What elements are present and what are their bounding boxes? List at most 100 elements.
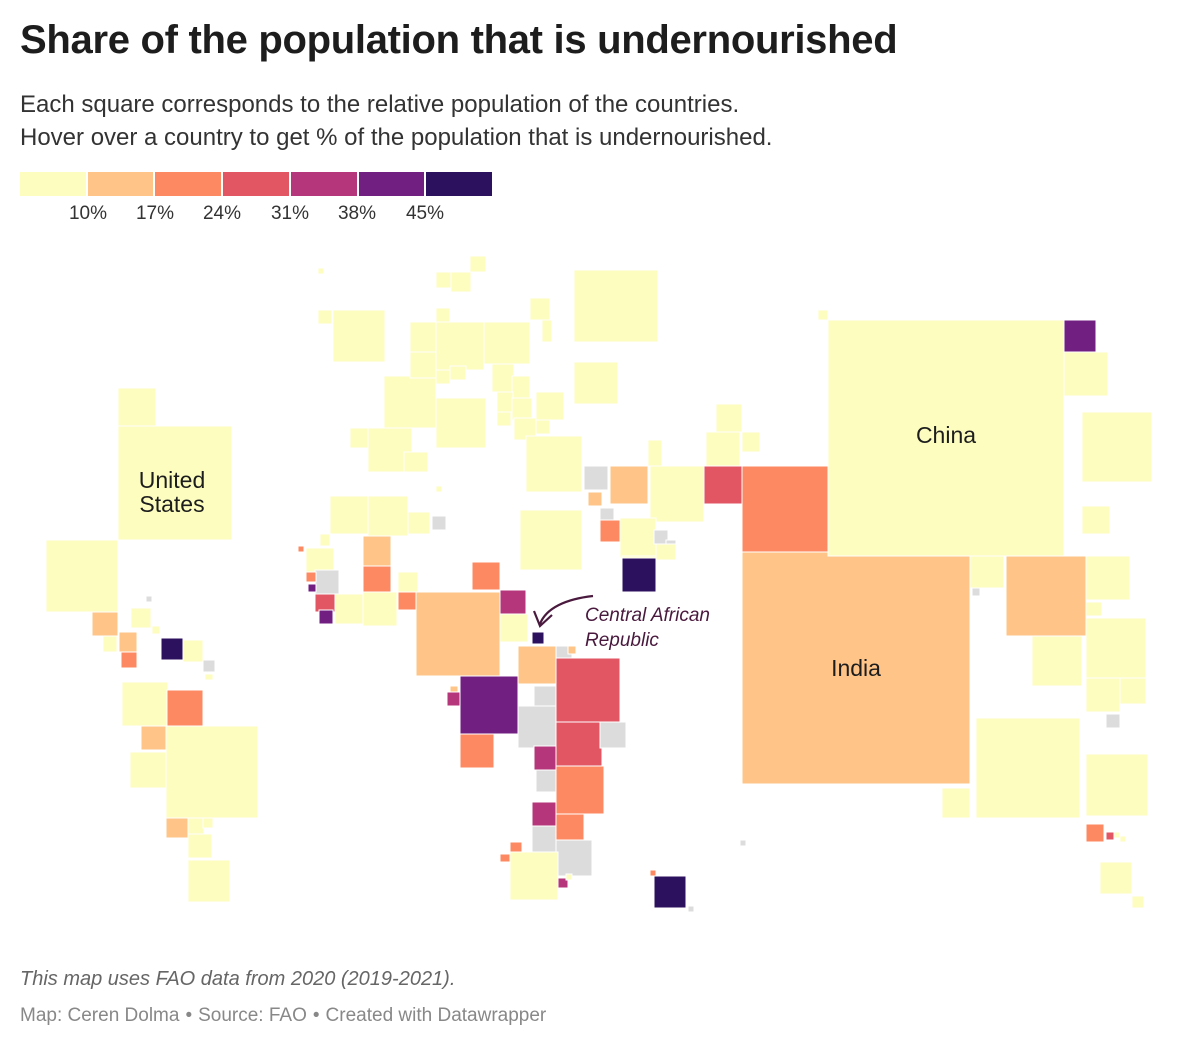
country-square[interactable]	[431, 515, 447, 531]
country-square[interactable]	[739, 839, 747, 847]
country-square[interactable]	[317, 267, 325, 275]
country-square[interactable]	[305, 547, 335, 573]
country-square[interactable]	[45, 539, 119, 613]
country-square[interactable]	[449, 365, 467, 381]
country-square[interactable]	[1105, 713, 1121, 729]
country-square[interactable]	[483, 321, 531, 365]
country-square[interactable]	[435, 397, 487, 449]
datawrapper-link[interactable]: Created with Datawrapper	[325, 1005, 547, 1026]
country-square[interactable]	[555, 765, 605, 815]
country-square[interactable]	[1063, 351, 1109, 397]
country-square[interactable]	[403, 451, 429, 473]
country-square[interactable]	[599, 721, 627, 749]
country-square[interactable]	[817, 309, 829, 321]
country-square[interactable]	[182, 639, 204, 663]
country-square[interactable]	[555, 721, 603, 769]
country-square[interactable]	[397, 571, 419, 593]
country-square[interactable]	[1085, 617, 1147, 679]
country-square[interactable]	[307, 583, 317, 593]
country-square[interactable]	[533, 745, 559, 771]
country-square[interactable]	[319, 533, 331, 547]
country-square[interactable]	[557, 877, 569, 889]
country-square[interactable]	[511, 397, 533, 421]
country-square[interactable]	[529, 297, 551, 321]
country-square[interactable]	[619, 517, 657, 559]
country-square[interactable]	[314, 569, 340, 595]
country-square[interactable]	[332, 309, 386, 363]
country-square[interactable]	[1085, 677, 1121, 713]
country-square[interactable]	[446, 691, 462, 707]
country-square[interactable]	[435, 485, 443, 493]
country-square[interactable]	[655, 543, 677, 561]
country-square[interactable]	[1119, 835, 1127, 843]
country-square[interactable]	[435, 271, 453, 289]
country-square[interactable]	[1081, 411, 1153, 483]
country-square[interactable]	[587, 491, 603, 507]
country-square[interactable]	[117, 387, 157, 429]
country-square[interactable]	[1099, 861, 1133, 895]
country-square[interactable]	[397, 591, 417, 611]
country-square[interactable]	[187, 833, 213, 859]
country-square[interactable]	[496, 411, 512, 427]
country-square[interactable]	[151, 625, 161, 635]
country-square[interactable]	[491, 363, 515, 393]
country-square[interactable]	[535, 391, 565, 421]
country-square[interactable]	[1031, 635, 1083, 687]
country-square[interactable]	[649, 465, 705, 523]
country-square[interactable]	[705, 431, 741, 467]
country-square[interactable]	[1113, 831, 1121, 839]
country-square[interactable]	[120, 651, 138, 669]
country-square[interactable]	[599, 519, 621, 543]
country-square[interactable]	[165, 725, 259, 819]
country-square[interactable]	[531, 801, 557, 827]
country-square[interactable]	[975, 717, 1081, 819]
country-square[interactable]	[499, 613, 529, 643]
country-square[interactable]	[621, 557, 657, 593]
country-square[interactable]	[1085, 555, 1131, 601]
country-square[interactable]	[827, 319, 1065, 557]
country-square[interactable]	[555, 813, 585, 841]
country-square[interactable]	[531, 825, 557, 853]
country-square[interactable]	[383, 375, 437, 429]
country-square[interactable]	[1063, 319, 1097, 353]
country-square[interactable]	[1119, 677, 1147, 705]
country-square[interactable]	[687, 905, 695, 913]
country-square[interactable]	[329, 495, 369, 535]
country-square[interactable]	[407, 511, 431, 535]
country-square[interactable]	[583, 465, 609, 491]
country-square[interactable]	[1081, 505, 1111, 535]
country-square[interactable]	[555, 839, 593, 877]
country-square[interactable]	[741, 551, 971, 785]
country-square[interactable]	[187, 817, 205, 835]
country-square[interactable]	[573, 361, 619, 405]
country-square[interactable]	[565, 873, 573, 881]
country-square[interactable]	[1005, 555, 1087, 637]
country-square[interactable]	[450, 271, 472, 293]
country-square[interactable]	[91, 611, 119, 637]
country-square[interactable]	[1085, 753, 1149, 817]
country-square[interactable]	[471, 561, 501, 591]
country-square[interactable]	[165, 817, 189, 839]
country-square[interactable]	[334, 593, 366, 625]
country-square[interactable]	[459, 675, 519, 735]
country-square[interactable]	[166, 689, 204, 727]
country-square[interactable]	[525, 435, 583, 493]
country-square[interactable]	[567, 645, 577, 655]
country-square[interactable]	[409, 321, 437, 353]
country-square[interactable]	[202, 659, 216, 673]
country-square[interactable]	[362, 535, 392, 567]
country-square[interactable]	[971, 587, 981, 597]
country-square[interactable]	[535, 769, 559, 793]
country-square[interactable]	[187, 859, 231, 903]
country-square[interactable]	[535, 419, 551, 435]
country-square[interactable]	[531, 631, 545, 645]
country-square[interactable]	[297, 545, 305, 553]
country-square[interactable]	[305, 571, 317, 583]
country-square[interactable]	[741, 431, 761, 453]
country-square[interactable]	[118, 631, 138, 653]
country-square[interactable]	[517, 645, 559, 685]
country-square[interactable]	[117, 425, 233, 541]
country-square[interactable]	[715, 403, 743, 433]
country-square[interactable]	[409, 351, 437, 379]
country-square[interactable]	[204, 673, 214, 681]
